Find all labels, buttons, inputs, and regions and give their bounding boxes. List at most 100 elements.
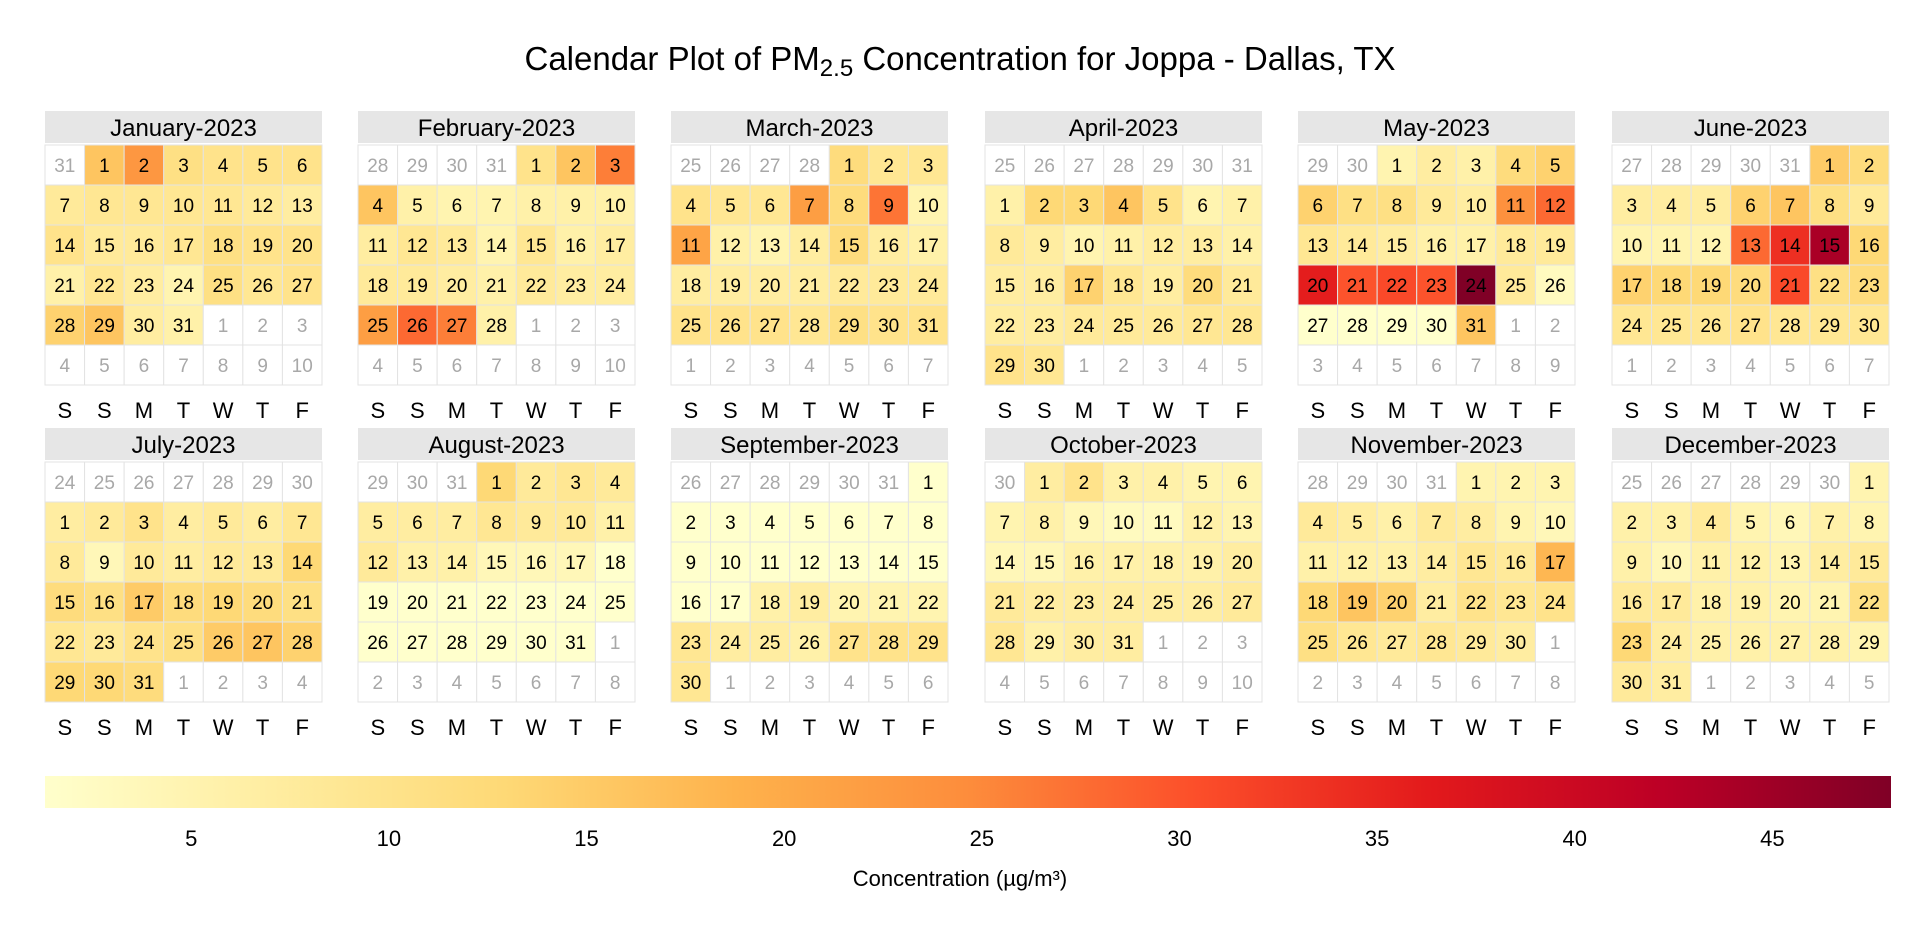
outside-day-cell	[907, 344, 949, 386]
day-number: 17	[133, 593, 154, 614]
day-number: 30	[1386, 473, 1407, 494]
day-number: 6	[1745, 196, 1756, 217]
day-cell	[1495, 501, 1536, 543]
day-cell	[163, 144, 204, 186]
day-number: 5	[844, 356, 855, 377]
outside-day-cell	[1297, 144, 1339, 186]
day-number: 20	[1192, 276, 1213, 297]
day-number: 23	[878, 276, 899, 297]
day-number: 3	[297, 316, 308, 337]
day-number: 30	[1426, 316, 1447, 337]
day-number: 12	[252, 196, 273, 217]
day-cell	[1809, 224, 1850, 266]
day-number: 28	[1347, 316, 1368, 337]
day-number: 28	[759, 473, 780, 494]
outside-day-cell	[1495, 304, 1536, 346]
day-number: 2	[1431, 156, 1442, 177]
day-number: 10	[605, 196, 626, 217]
weekday-label: T	[490, 398, 503, 423]
day-number: 22	[94, 276, 115, 297]
day-number: 5	[1785, 356, 1796, 377]
weekday-label: M	[1075, 398, 1093, 423]
weekday-label: F	[1862, 715, 1875, 740]
day-number: 5	[1706, 196, 1717, 217]
day-number: 12	[1740, 553, 1761, 574]
day-number: 12	[1545, 196, 1566, 217]
day-number: 26	[1153, 316, 1174, 337]
day-number: 7	[804, 196, 815, 217]
day-cell	[1730, 621, 1771, 663]
day-cell	[1809, 621, 1850, 663]
day-cell	[1769, 184, 1811, 226]
day-number: 18	[680, 276, 701, 297]
day-number: 24	[1621, 316, 1643, 337]
weekday-label: S	[683, 398, 698, 423]
outside-day-cell	[515, 304, 557, 346]
outside-day-cell	[1182, 661, 1223, 703]
day-number: 21	[292, 593, 313, 614]
weekday-label: T	[882, 398, 895, 423]
day-number: 2	[1312, 673, 1323, 694]
day-number: 17	[605, 236, 626, 257]
day-number: 14	[799, 236, 821, 257]
day-number: 17	[720, 593, 741, 614]
day-number: 9	[257, 356, 268, 377]
day-number: 8	[99, 196, 110, 217]
outside-day-cell	[749, 344, 791, 386]
day-number: 29	[1819, 316, 1840, 337]
day-number: 7	[1864, 356, 1875, 377]
day-number: 8	[1864, 513, 1875, 534]
day-number: 24	[54, 473, 76, 494]
day-number: 18	[1307, 593, 1328, 614]
outside-day-cell	[397, 344, 438, 386]
day-number: 6	[765, 196, 776, 217]
day-cell	[84, 144, 125, 186]
day-cell	[907, 461, 949, 503]
weekday-label: F	[1548, 398, 1561, 423]
day-cell	[710, 621, 751, 663]
day-number: 8	[531, 356, 542, 377]
day-cell	[1337, 264, 1378, 306]
day-cell	[828, 501, 870, 543]
day-number: 3	[610, 316, 621, 337]
day-number: 6	[452, 196, 463, 217]
day-number: 19	[1545, 236, 1566, 257]
day-cell	[1651, 264, 1692, 306]
day-number: 2	[570, 156, 581, 177]
outside-day-cell	[670, 461, 712, 503]
day-number: 24	[173, 276, 195, 297]
outside-day-cell	[202, 661, 244, 703]
weekday-label: S	[1310, 398, 1325, 423]
day-number: 3	[1237, 633, 1248, 654]
day-number: 4	[1197, 356, 1208, 377]
month-header	[45, 111, 322, 143]
outside-day-cell	[1416, 344, 1457, 386]
day-number: 3	[1471, 156, 1482, 177]
day-number: 25	[680, 316, 701, 337]
weekday-label: W	[213, 398, 234, 423]
day-number: 5	[218, 513, 229, 534]
day-cell	[670, 581, 712, 623]
day-number: 30	[292, 473, 313, 494]
day-number: 13	[759, 236, 780, 257]
outside-day-cell	[1534, 661, 1576, 703]
day-number: 4	[59, 356, 70, 377]
weekday-label: S	[410, 398, 425, 423]
day-number: 8	[923, 513, 934, 534]
weekday-label: M	[135, 715, 153, 740]
day-number: 20	[759, 276, 780, 297]
day-number: 20	[1307, 276, 1328, 297]
day-cell	[907, 541, 949, 583]
day-number: 31	[1232, 156, 1253, 177]
day-cell	[242, 501, 283, 543]
outside-day-cell	[1182, 621, 1223, 663]
day-number: 29	[799, 473, 820, 494]
day-cell	[1142, 541, 1184, 583]
day-number: 10	[1113, 513, 1134, 534]
day-number: 21	[1780, 276, 1801, 297]
weekday-label: S	[1310, 715, 1325, 740]
day-number: 5	[1392, 356, 1403, 377]
weekday-label: W	[839, 398, 860, 423]
